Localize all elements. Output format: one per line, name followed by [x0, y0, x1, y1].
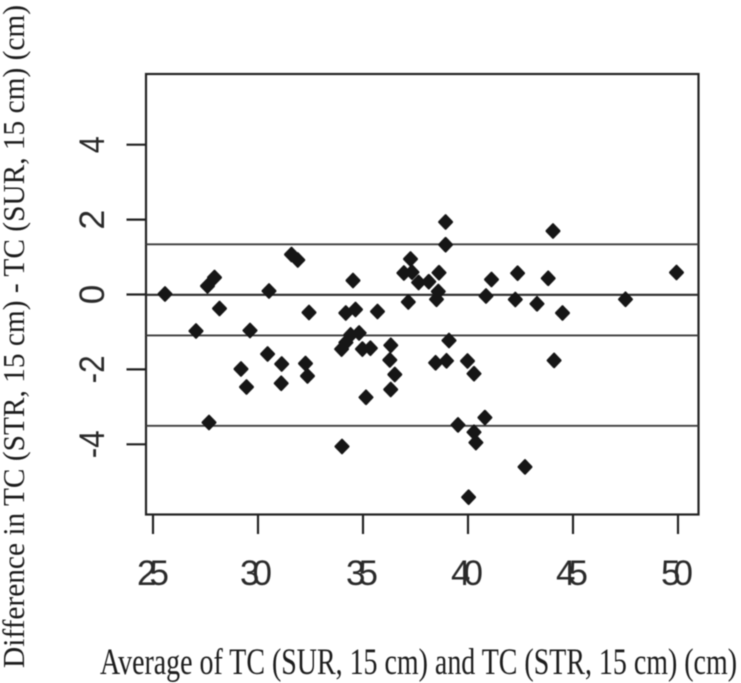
svg-text:30: 30: [240, 554, 272, 593]
svg-text:0: 0: [73, 285, 112, 304]
svg-text:Difference in TC (STR, 15 cm): Difference in TC (STR, 15 cm) - TC (SUR,…: [0, 5, 31, 668]
svg-text:25: 25: [137, 554, 169, 593]
svg-text:35: 35: [346, 554, 378, 593]
svg-text:-4: -4: [73, 430, 112, 458]
svg-text:45: 45: [556, 554, 588, 593]
svg-text:2: 2: [73, 210, 112, 230]
svg-text:-2: -2: [73, 355, 112, 383]
svg-text:40: 40: [451, 554, 483, 593]
svg-text:Average of TC (SUR, 15 cm) and: Average of TC (SUR, 15 cm) and TC (STR, …: [100, 642, 737, 683]
svg-text:4: 4: [73, 136, 112, 153]
svg-text:50: 50: [661, 554, 693, 593]
